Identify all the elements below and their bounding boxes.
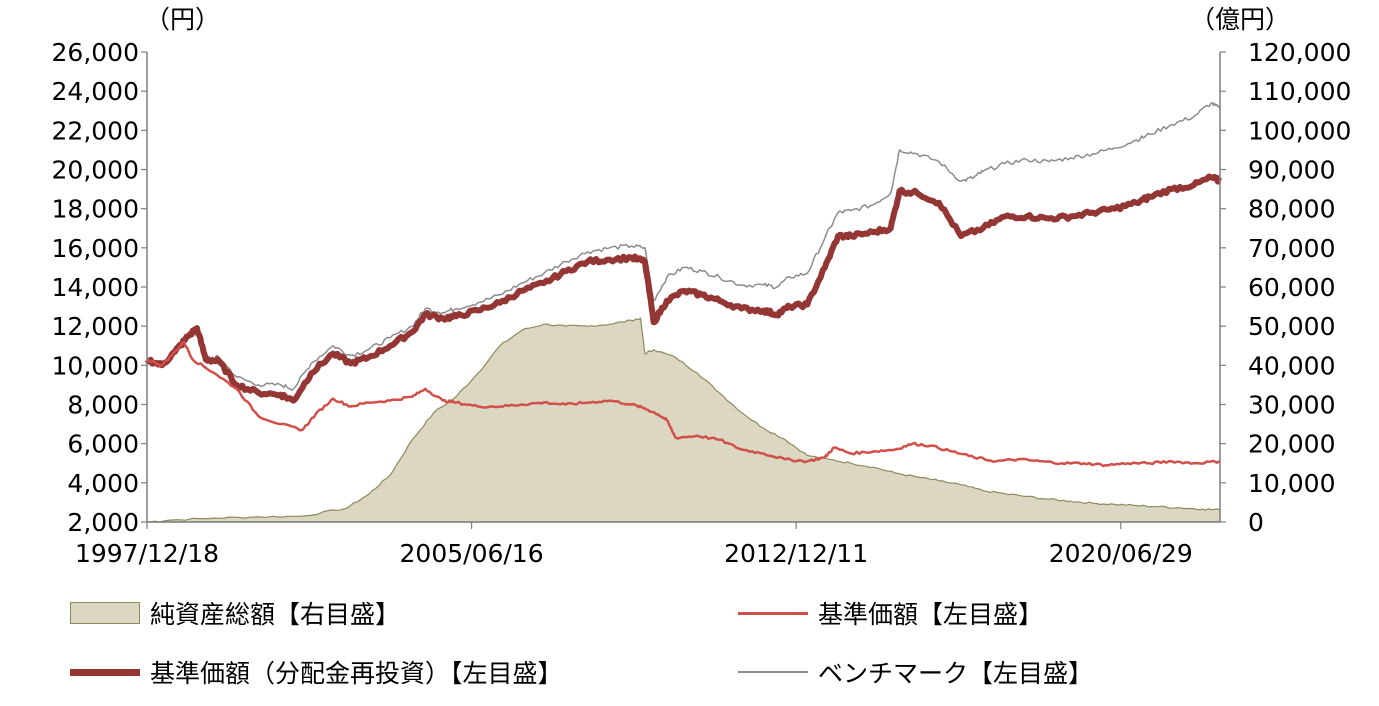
series-net-assets-area xyxy=(146,317,1221,523)
right-tick-label: 50,000 xyxy=(1248,312,1335,341)
area-layer xyxy=(146,317,1221,523)
left-tick-label: 12,000 xyxy=(52,312,139,341)
line-layer xyxy=(144,101,1223,468)
series-benchmark-line xyxy=(146,101,1221,392)
left-tick-label: 8,000 xyxy=(67,391,139,420)
right-tick-label: 120,000 xyxy=(1248,38,1351,67)
left-tick-label: 16,000 xyxy=(52,234,139,263)
left-tick-label: 6,000 xyxy=(67,430,139,459)
x-tick-label: 2020/06/29 xyxy=(1049,539,1193,568)
left-tick-label: 18,000 xyxy=(52,195,139,224)
left-tick-label: 14,000 xyxy=(52,273,139,302)
left-tick-label: 22,000 xyxy=(52,116,139,145)
legend-item-nav: 基準価額【左目盛】 xyxy=(738,595,1043,631)
left-tick-label: 4,000 xyxy=(67,469,139,498)
legend-label-nav: 基準価額【左目盛】 xyxy=(818,600,1044,629)
left-tick-label: 10,000 xyxy=(52,351,139,380)
series-nav-line xyxy=(146,340,1221,468)
left-tick-label: 26,000 xyxy=(52,38,139,67)
x-tick-label: 2012/12/11 xyxy=(724,539,868,568)
right-tick-label: 40,000 xyxy=(1248,351,1335,380)
legend-swatch-nav-reinvested xyxy=(70,668,140,676)
legend-item-benchmark: ベンチマーク【左目盛】 xyxy=(738,654,1093,690)
chart-svg: 2,000 4,000 6,000 8,000 10,000 12,000 14,000 16… xyxy=(52,5,1352,568)
left-axis-unit: （円） xyxy=(145,5,220,34)
legend-swatch-benchmark xyxy=(738,671,808,673)
right-tick-label: 110,000 xyxy=(1248,77,1351,106)
series-nav-reinvested-line xyxy=(144,173,1223,404)
x-tick-label: 2005/06/16 xyxy=(400,539,544,568)
legend-label-benchmark: ベンチマーク【左目盛】 xyxy=(818,659,1094,688)
right-tick-label: 90,000 xyxy=(1248,156,1335,185)
legend-item-net-assets: 純資産総額【右目盛】 xyxy=(70,595,400,631)
right-tick-label: 30,000 xyxy=(1248,391,1335,420)
right-tick-label: 20,000 xyxy=(1248,430,1335,459)
axis-layer: 2,000 4,000 6,000 8,000 10,000 12,000 14,000 16… xyxy=(52,38,1352,568)
legend-label-nav-reinvested: 基準価額（分配金再投資）【左目盛】 xyxy=(150,659,563,688)
right-tick-label: 60,000 xyxy=(1248,273,1335,302)
right-tick-label: 0 xyxy=(1248,508,1264,537)
left-tick-label: 2,000 xyxy=(67,508,139,537)
right-tick-label: 80,000 xyxy=(1248,195,1335,224)
legend-swatch-net-assets xyxy=(70,602,140,624)
legend-swatch-nav xyxy=(738,611,808,615)
right-tick-label: 70,000 xyxy=(1248,234,1335,263)
left-tick-label: 24,000 xyxy=(52,77,139,106)
legend: 純資産総額【右目盛】 基準価額【左目盛】 基準価額（分配金再投資）【左目盛】 ベ… xyxy=(0,590,1379,706)
legend-item-nav-reinvested: 基準価額（分配金再投資）【左目盛】 xyxy=(70,654,563,690)
x-tick-label: 1997/12/18 xyxy=(75,539,219,568)
legend-label-net-assets: 純資産総額【右目盛】 xyxy=(150,600,401,629)
right-tick-label: 100,000 xyxy=(1248,116,1351,145)
right-axis-unit: （億円） xyxy=(1190,5,1290,34)
left-tick-label: 20,000 xyxy=(52,156,139,185)
right-tick-label: 10,000 xyxy=(1248,469,1335,498)
